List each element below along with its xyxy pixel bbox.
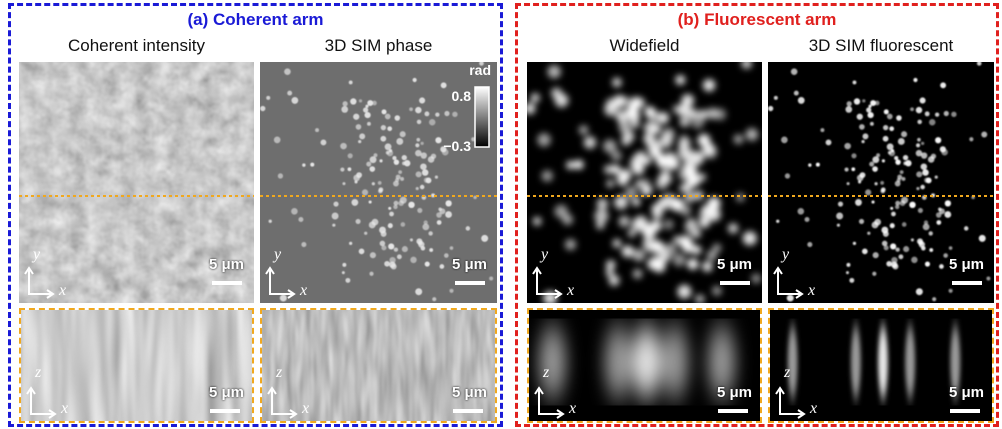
axis-label: y xyxy=(274,246,282,263)
colorbar-min: −0.3 xyxy=(443,138,471,154)
scale-bar-label: 5 μm xyxy=(208,256,244,273)
scale-bar xyxy=(720,281,750,285)
axis-label: z xyxy=(543,364,550,381)
xy-image: 5 μm y x xyxy=(19,62,254,303)
axis-label: y xyxy=(33,246,41,263)
axis-label: y xyxy=(541,246,549,263)
scale-bar xyxy=(950,409,980,413)
xz-image-render xyxy=(21,310,252,421)
scale-bar-label: 5 μm xyxy=(948,256,984,273)
scale-bar-label: 5 μm xyxy=(451,256,487,273)
scale-bar-label: 5 μm xyxy=(948,384,984,401)
scale-bar-label: 5 μm xyxy=(716,256,752,273)
xz-image: 5 μm z x xyxy=(768,308,994,423)
scale-bar-label: 5 μm xyxy=(208,384,244,401)
xy-image: 5 μm y x xyxy=(527,62,762,303)
axis-label: z xyxy=(276,364,283,381)
xy-image: 5 μm y x xyxy=(768,62,994,303)
axis-label: z xyxy=(35,364,42,381)
panel-title: (b) Fluorescent arm xyxy=(677,10,837,29)
xz-image-render xyxy=(770,310,992,421)
axis-label: x xyxy=(59,282,67,299)
xz-image-render xyxy=(529,310,760,421)
xz-image-render xyxy=(262,310,495,421)
scale-bar xyxy=(453,409,483,413)
xy-image: 5 μm y x rad 0.8 −0.3 xyxy=(260,62,497,303)
scale-bar xyxy=(952,281,982,285)
axis-label: x xyxy=(567,282,575,299)
colorbar-unit: rad xyxy=(469,62,491,78)
axis-label: x xyxy=(810,400,818,417)
image-label: Widefield xyxy=(609,36,680,55)
xy-image-render xyxy=(19,62,254,303)
xy-image-render xyxy=(260,62,497,303)
xy-image-render xyxy=(527,62,762,303)
scale-bar xyxy=(455,281,485,285)
scale-bar xyxy=(212,281,242,285)
xz-image: 5 μm z x xyxy=(19,308,254,423)
image-label: 3D SIM phase xyxy=(324,36,433,55)
image-label: 3D SIM fluorescent xyxy=(808,36,954,55)
scale-bar xyxy=(210,409,240,413)
panel-title: (a) Coherent arm xyxy=(187,10,324,29)
scale-bar-label: 5 μm xyxy=(451,384,487,401)
xz-image: 5 μm z x xyxy=(527,308,762,423)
xy-image-render xyxy=(768,62,994,303)
panel-frame xyxy=(8,3,503,427)
axis-label: x xyxy=(300,282,308,299)
axis-label: x xyxy=(302,400,310,417)
panel-frame xyxy=(515,3,999,427)
scale-bar-label: 5 μm xyxy=(716,384,752,401)
axis-label: x xyxy=(61,400,69,417)
axis-label: x xyxy=(569,400,577,417)
image-label: Coherent intensity xyxy=(67,36,206,55)
axis-label: y xyxy=(782,246,790,263)
axis-label: z xyxy=(784,364,791,381)
scale-bar xyxy=(718,409,748,413)
colorbar-max: 0.8 xyxy=(451,88,471,104)
axis-label: x xyxy=(808,282,816,299)
xz-image: 5 μm z x xyxy=(260,308,497,423)
